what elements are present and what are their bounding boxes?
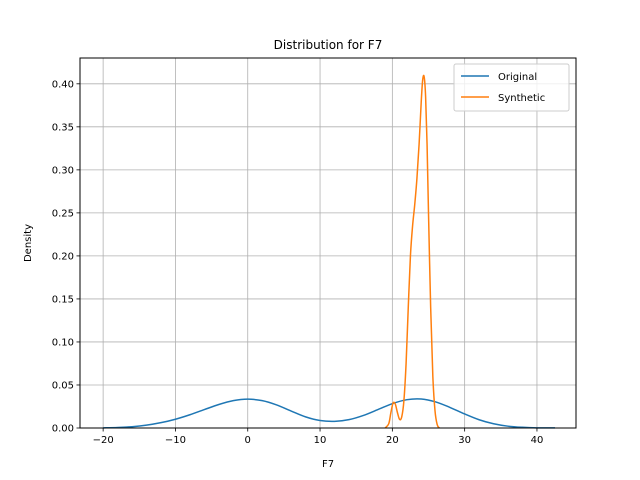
- y-tick-label: 0.30: [52, 165, 74, 176]
- x-tick-label: 30: [458, 435, 471, 446]
- y-tick-label: 0.05: [52, 380, 74, 391]
- x-tick-label: 40: [531, 435, 544, 446]
- x-tick-label: −10: [165, 435, 186, 446]
- x-axis-label: F7: [322, 459, 334, 470]
- legend-label-original: Original: [498, 72, 537, 83]
- x-tick-label: 10: [314, 435, 327, 446]
- x-tick-label: 20: [386, 435, 399, 446]
- y-tick-label: 0.20: [52, 251, 74, 262]
- y-tick-label: 0.35: [52, 122, 74, 133]
- y-axis-label: Density: [23, 224, 34, 262]
- series-group: [103, 74, 556, 429]
- y-tick-label: 0.40: [52, 79, 74, 90]
- legend-label-synthetic: Synthetic: [498, 93, 545, 104]
- y-tick-label: 0.10: [52, 337, 74, 348]
- y-tick-label: 0.15: [52, 294, 74, 305]
- x-tick-label: −20: [93, 435, 114, 446]
- ticks: −20 −10 0 10 20 30 40 0.00 0.05 0.10 0.15 0.20 0.25 0…: [52, 79, 544, 446]
- series-line-original: [103, 398, 556, 429]
- legend: Original Synthetic: [453, 63, 570, 112]
- plot-frame: [79, 57, 577, 429]
- x-tick-label: 0: [245, 435, 251, 446]
- y-tick-label: 0.25: [52, 208, 74, 219]
- chart-title: Distribution for F7: [274, 38, 383, 52]
- y-tick-label: 0.00: [52, 424, 74, 435]
- series-line-synthetic: [384, 74, 440, 429]
